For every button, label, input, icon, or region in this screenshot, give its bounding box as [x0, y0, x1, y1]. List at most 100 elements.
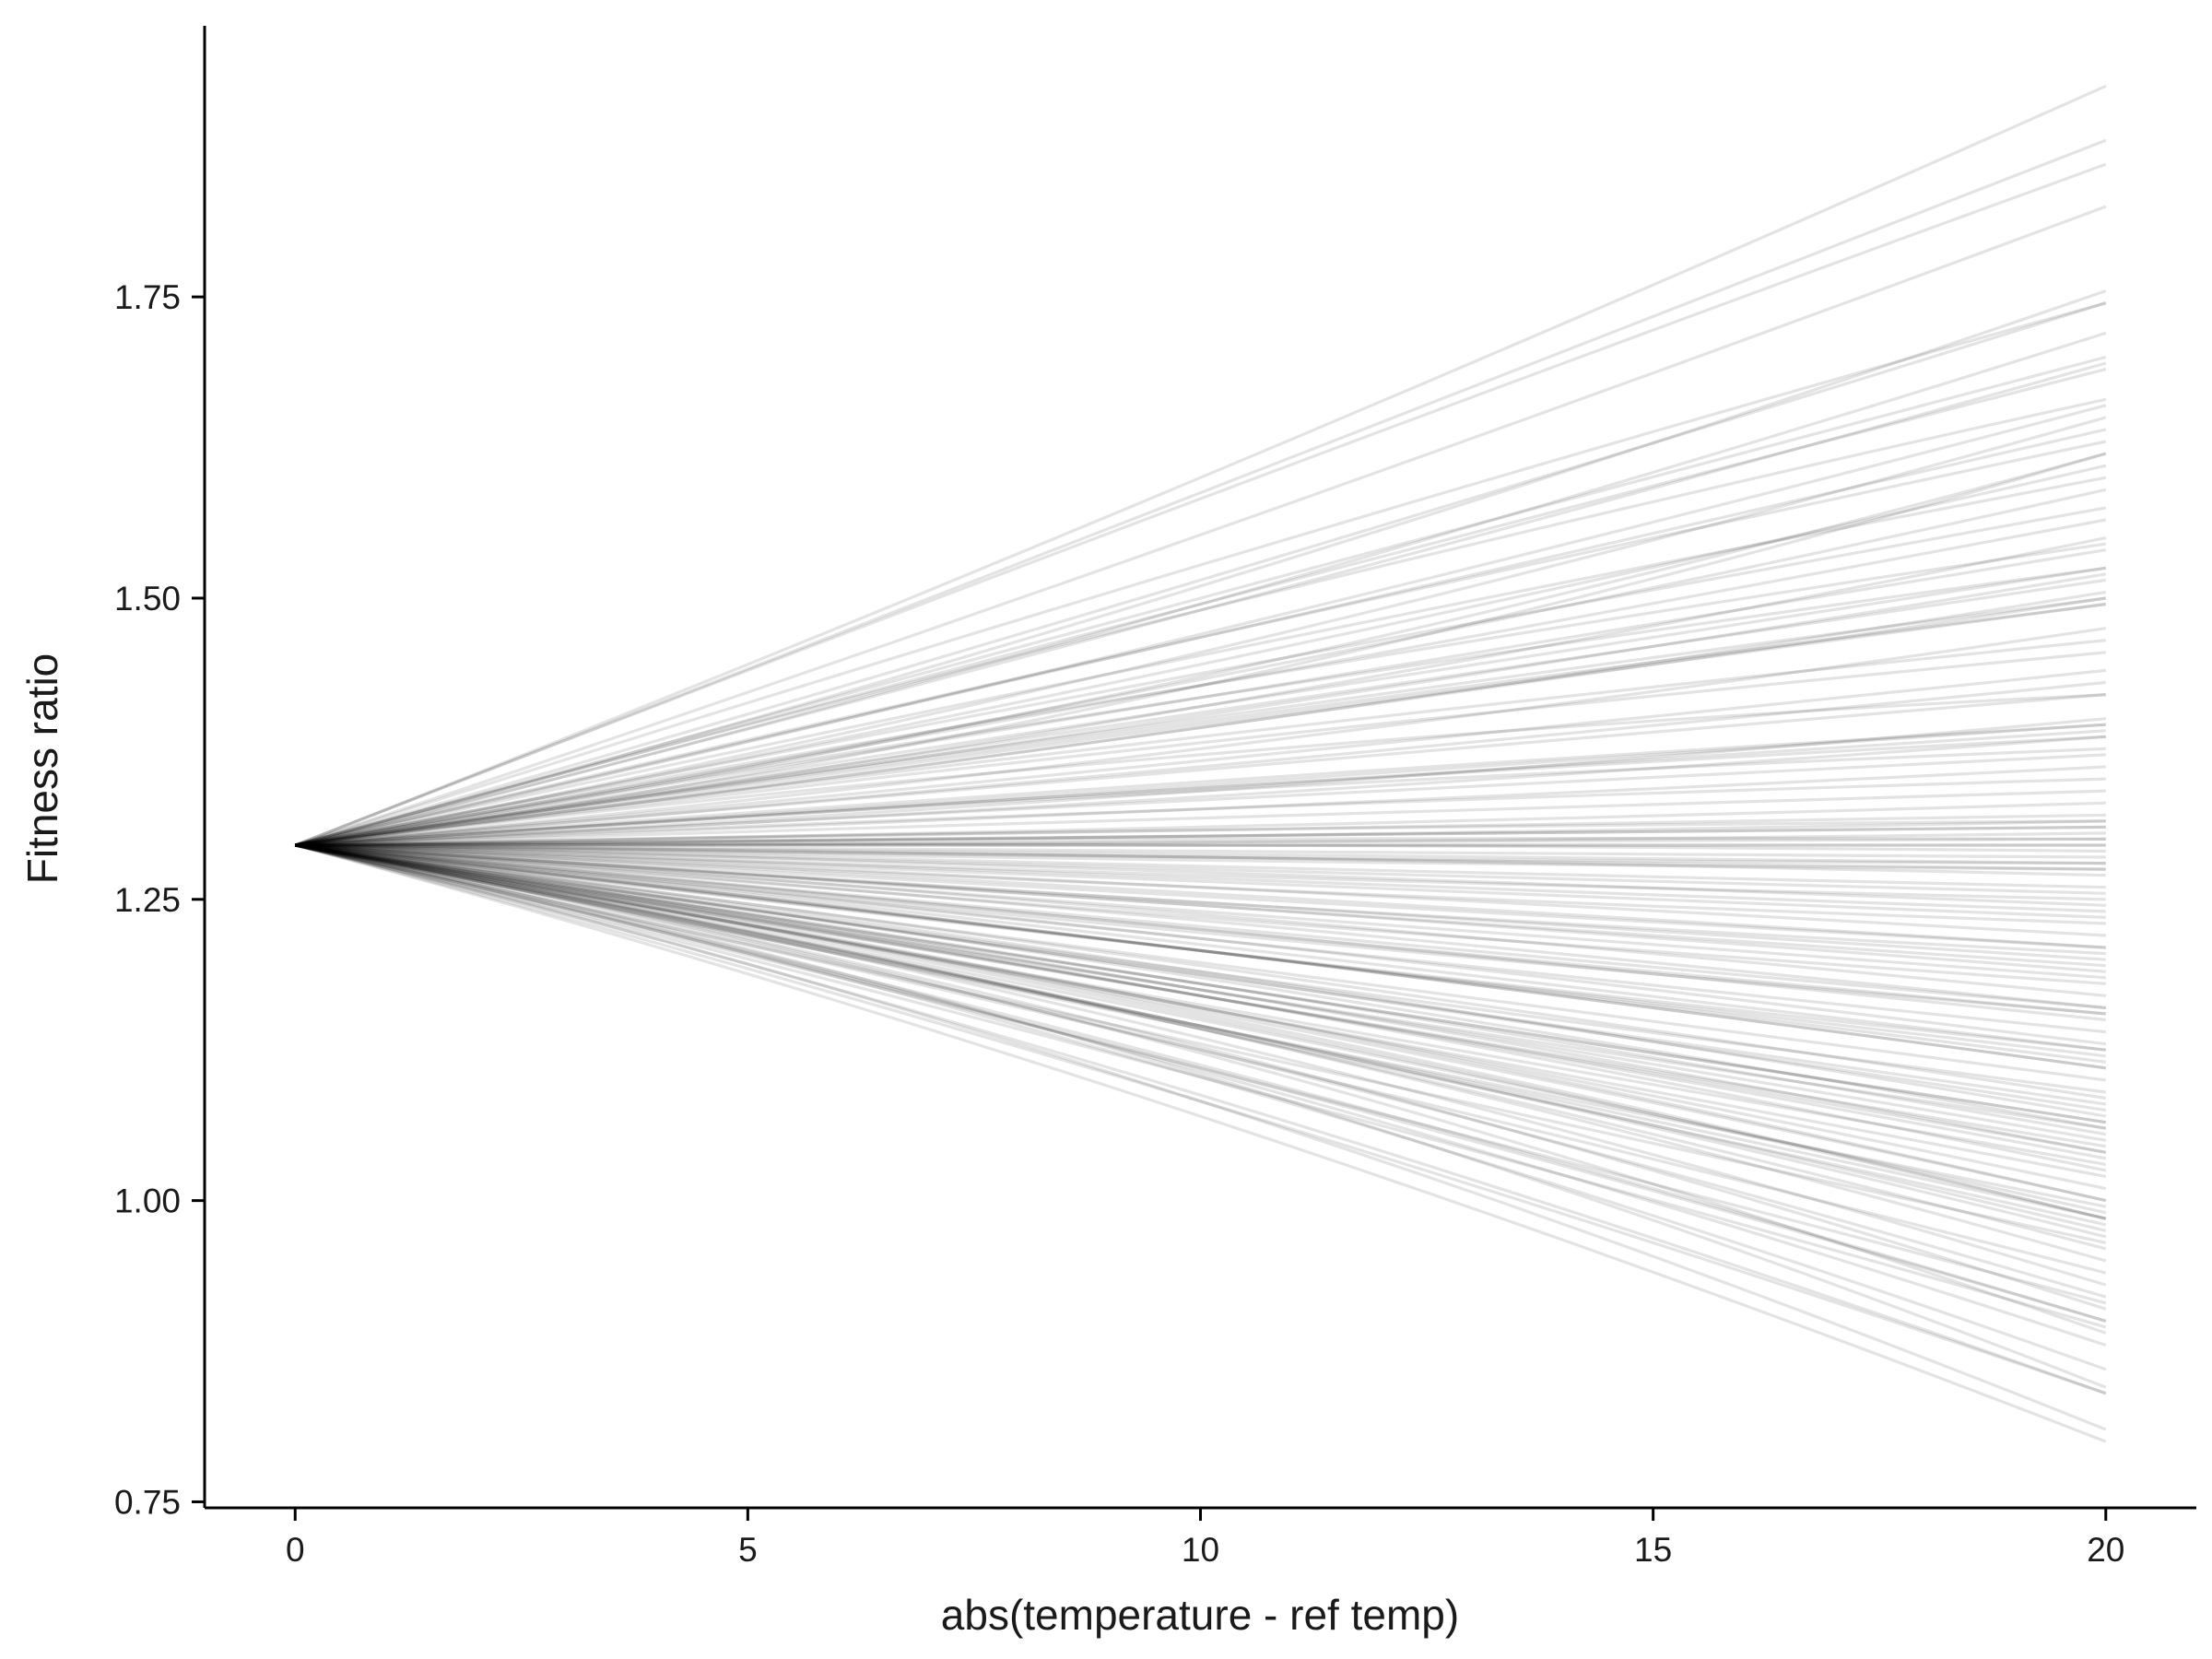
series-line [295, 843, 2106, 865]
series-line [295, 747, 2106, 847]
series-line [295, 842, 2106, 853]
series-line [295, 843, 2106, 865]
series-line [294, 355, 2107, 847]
series-line [294, 843, 2107, 1215]
series-line [295, 843, 2106, 871]
series-line [295, 843, 2106, 871]
series-line [295, 735, 2106, 847]
series-line [294, 843, 2107, 1191]
series-line [294, 416, 2107, 847]
series-line [294, 843, 2107, 1130]
y-tick-label: 1.25 [114, 881, 181, 919]
series-line [295, 843, 2106, 1052]
series-line [295, 843, 2106, 1064]
series-line [295, 843, 2106, 1016]
series-line [295, 639, 2106, 847]
series-line [295, 819, 2106, 847]
series-line [295, 836, 2106, 847]
series-line [294, 843, 2107, 1227]
series-line [295, 843, 2106, 1052]
series-line [294, 464, 2107, 847]
series-line [294, 843, 2107, 1142]
series-line [294, 476, 2107, 847]
series-line [294, 843, 2107, 1208]
series-line [294, 843, 2107, 1124]
series-line [294, 452, 2107, 847]
series-line [295, 651, 2106, 847]
series-line [294, 843, 2107, 1311]
series-line [295, 843, 2106, 1034]
series-line [294, 843, 2107, 1203]
series-line [295, 723, 2106, 847]
x-tick-label: 0 [286, 1531, 305, 1569]
series-line [294, 843, 2107, 1371]
series-line [295, 590, 2107, 847]
series-line [294, 843, 2107, 1154]
series-line [295, 843, 2106, 961]
series-line [294, 843, 2107, 1179]
series-line [294, 843, 2107, 1244]
series-line [294, 843, 2107, 1275]
series-line [294, 602, 2107, 847]
series-line [295, 843, 2106, 889]
series-line [294, 843, 2107, 1160]
y-axis-title: Fitness ratio [18, 653, 66, 885]
series-line [294, 536, 2107, 847]
series-line [294, 572, 2107, 847]
series-line [295, 596, 2107, 847]
series-line [295, 668, 2106, 847]
series-line [294, 843, 2107, 1395]
x-axis-title: abs(temperature - ref temp) [941, 1591, 1459, 1639]
series-line [294, 205, 2107, 847]
series-line [295, 843, 2107, 1070]
series-line [294, 843, 2107, 1130]
series-line [294, 368, 2107, 847]
x-tick-label: 5 [738, 1531, 758, 1569]
y-tick-label: 0.75 [114, 1483, 181, 1521]
series-line [294, 331, 2107, 847]
series-line [294, 602, 2107, 847]
series-line [295, 825, 2106, 847]
series-line [294, 843, 2107, 1118]
series-line [295, 843, 2106, 1046]
series-line [294, 843, 2107, 1239]
series-line [294, 440, 2107, 847]
series-line [294, 843, 2107, 1395]
series-line [295, 843, 2106, 907]
series-line [295, 729, 2106, 847]
series-line [294, 843, 2107, 1329]
series-line [294, 843, 2107, 1335]
series-line [294, 843, 2107, 1220]
series-line [295, 789, 2106, 847]
series-line [295, 693, 2106, 847]
series-line [294, 138, 2107, 847]
series-line [295, 735, 2106, 847]
series-line [294, 301, 2107, 847]
series-line [294, 843, 2107, 1166]
series-line [294, 289, 2107, 847]
series-line [295, 843, 2106, 968]
series-line [295, 843, 2106, 925]
series-line [295, 801, 2106, 847]
series-line [294, 301, 2107, 847]
series-line [294, 843, 2107, 1220]
series-line [295, 843, 2106, 997]
series-line [295, 843, 2106, 949]
series-line [294, 843, 2107, 1094]
series-line [295, 717, 2106, 847]
series-line [294, 843, 2107, 1112]
y-axis-ticks: 0.75 1.00 1.25 1.50 1.75 [114, 278, 205, 1521]
series-line [294, 542, 2107, 847]
series-line [295, 843, 2106, 859]
series-line [294, 843, 2107, 1082]
series-line [295, 837, 2106, 847]
x-tick-label: 10 [1182, 1531, 1219, 1569]
series-line [295, 843, 2106, 1058]
series-line [294, 843, 2107, 1148]
series-line [295, 753, 2106, 847]
x-tick-label: 20 [2087, 1531, 2124, 1569]
series-line [294, 452, 2107, 847]
series-line [294, 843, 2107, 1443]
series-line [295, 765, 2106, 847]
